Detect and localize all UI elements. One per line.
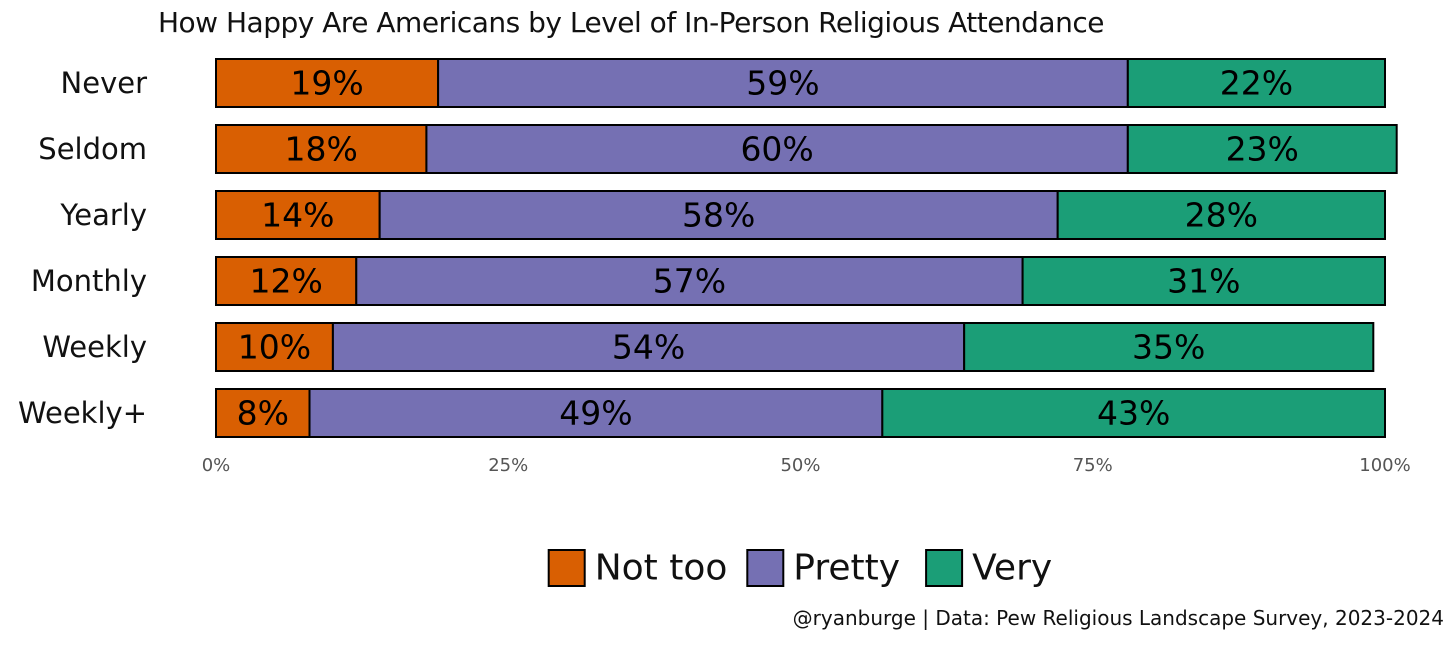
data-label: 60% — [740, 130, 813, 169]
bar-segment — [215, 256, 358, 306]
bar-segment — [331, 322, 966, 372]
category-label: Never — [61, 66, 148, 100]
data-label: 28% — [1185, 196, 1258, 235]
category-label: Monthly — [31, 264, 147, 298]
chart-title: How Happy Are Americans by Level of In-P… — [158, 6, 1104, 39]
bar-segment — [215, 388, 311, 438]
data-label: 54% — [612, 328, 685, 367]
legend-label: Pretty — [793, 548, 900, 589]
x-tick-label: 0% — [202, 455, 231, 476]
source-caption: @ryanburge | Data: Pew Religious Landsca… — [792, 606, 1444, 630]
data-label: 12% — [249, 262, 322, 301]
data-label: 14% — [261, 196, 334, 235]
bar-segment — [308, 388, 884, 438]
x-tick-label: 100% — [1359, 455, 1410, 476]
bar-segment — [437, 58, 1129, 108]
bar-segment — [215, 58, 440, 108]
data-label: 43% — [1097, 394, 1170, 433]
bar-segment — [425, 124, 1129, 174]
bar-segment — [1021, 256, 1386, 306]
bar-segment — [1126, 58, 1386, 108]
bar-segment — [355, 256, 1024, 306]
x-tick-label: 75% — [1073, 455, 1113, 476]
data-label: 49% — [559, 394, 632, 433]
legend-label: Not too — [595, 548, 728, 589]
bar-segment — [378, 190, 1059, 240]
legend-swatch — [925, 549, 964, 587]
bar-segment — [1126, 124, 1398, 174]
category-label: Seldom — [38, 132, 147, 166]
bar-segment — [881, 388, 1387, 438]
data-label: 58% — [682, 196, 755, 235]
x-tick-label: 25% — [488, 455, 528, 476]
data-label: 19% — [290, 64, 363, 103]
bar-segment — [215, 322, 334, 372]
data-label: 10% — [238, 328, 311, 367]
category-label: Yearly — [59, 198, 147, 232]
data-label: 59% — [746, 64, 819, 103]
bar-segment — [963, 322, 1375, 372]
bar-segment — [215, 124, 428, 174]
legend-swatch — [746, 549, 785, 587]
data-label: 23% — [1226, 130, 1299, 169]
data-label: 35% — [1132, 328, 1205, 367]
data-label: 18% — [285, 130, 358, 169]
data-label: 31% — [1167, 262, 1240, 301]
data-label: 8% — [237, 394, 289, 433]
data-label: 57% — [653, 262, 726, 301]
bar-segment — [1056, 190, 1387, 240]
legend-swatch — [547, 549, 586, 587]
data-label: 22% — [1220, 64, 1293, 103]
legend-label: Very — [972, 548, 1052, 589]
x-tick-label: 50% — [780, 455, 820, 476]
category-label: Weekly — [42, 330, 147, 364]
category-label: Weekly+ — [18, 396, 147, 430]
